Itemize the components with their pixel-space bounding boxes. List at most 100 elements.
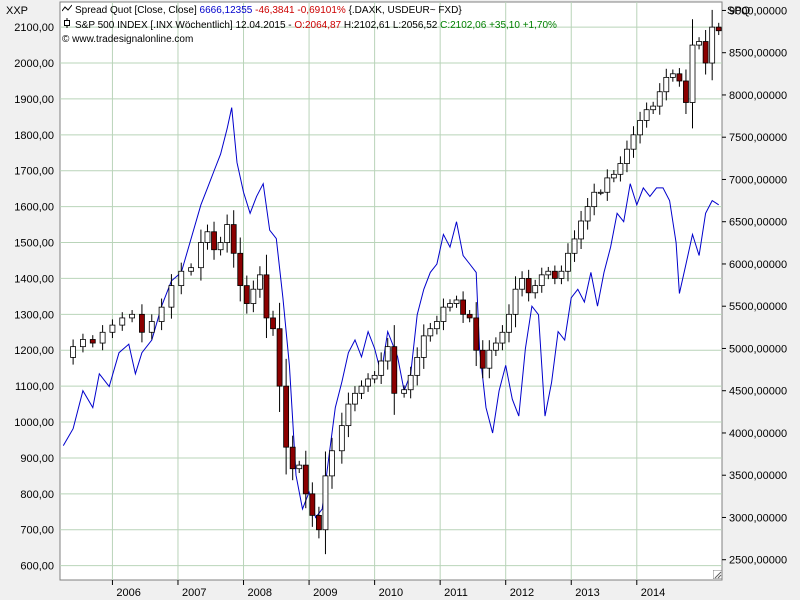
legend-sp500-close: C:2102,06 <box>440 19 487 31</box>
candle-body <box>80 339 86 348</box>
candle-body <box>289 446 296 470</box>
x-tick-label: 2006 <box>116 587 140 599</box>
candle-body <box>188 267 194 272</box>
x-tick-label: 2011 <box>444 587 468 599</box>
legend-spread-row[interactable]: Spread Quot [Close, Close] 6666,12355 -4… <box>61 4 557 18</box>
right-axis-label: SPQ <box>727 5 751 17</box>
candle-body <box>263 274 270 319</box>
legend-sp500-change: +35,10 <box>489 19 520 31</box>
legend-sp500-high: H:2102,61 <box>343 19 391 31</box>
right-tick-label: 5000,00000 <box>729 343 787 355</box>
candle-body <box>352 392 358 405</box>
candle-body <box>591 191 598 208</box>
legend: Spread Quot [Close, Close] 6666,12355 -4… <box>61 4 557 47</box>
left-tick-label: 1300,00 <box>14 309 54 321</box>
candle-body <box>604 177 611 193</box>
candle-body <box>453 299 460 304</box>
legend-sp500-row[interactable]: S&P 500 INDEX [.INX Wöchentlich] 12.04.2… <box>62 18 557 33</box>
candle-body <box>433 321 440 330</box>
candle-body <box>296 464 303 470</box>
candle-body <box>384 346 391 362</box>
right-tick-label: 8500,00000 <box>729 48 787 60</box>
left-tick-label: 1000,00 <box>14 417 54 429</box>
left-tick-label: 1600,00 <box>14 202 54 214</box>
candle-body <box>119 317 126 326</box>
x-tick-label: 2013 <box>575 587 599 599</box>
legend-copyright-row: © www.tradesignalonline.com <box>62 33 557 47</box>
candle-body <box>139 313 145 333</box>
x-tick-label: 2007 <box>182 587 206 599</box>
spread-series-line <box>62 107 719 519</box>
legend-sp500-low: L:2056,52 <box>392 19 438 31</box>
candle-body <box>532 285 539 294</box>
left-tick-label: 1700,00 <box>14 166 54 178</box>
candle-body <box>689 44 696 103</box>
legend-spread-change: -46,3841 <box>255 5 295 16</box>
candle-body <box>338 425 345 452</box>
left-tick-label: 1400,00 <box>14 273 54 285</box>
candle-body <box>499 331 506 344</box>
candle-body <box>224 224 231 243</box>
legend-spread-formula: {.DAXK, USDEUR~ FXD} <box>348 5 462 16</box>
candle-body <box>617 163 624 175</box>
candle-body <box>512 288 519 315</box>
candle-body <box>683 80 689 103</box>
legend-spread-name: Spread Quot [Close, Close] <box>75 5 197 16</box>
right-tick-label: 4000,00000 <box>729 428 787 440</box>
candle-body <box>610 173 617 179</box>
candle-body <box>309 493 316 516</box>
candle-body <box>230 224 237 254</box>
candle-body <box>538 274 545 287</box>
candle-body <box>99 331 106 344</box>
candle-body <box>270 317 276 330</box>
candle-body <box>204 231 211 243</box>
line-chart-icon <box>61 4 73 18</box>
x-tick-label: 2009 <box>313 587 337 599</box>
left-tick-label: 700,00 <box>20 525 54 537</box>
candle-body <box>709 26 716 64</box>
candle-body <box>302 464 309 495</box>
legend-sp500-change-pct: +1,70% <box>522 19 557 31</box>
candle-body <box>551 270 558 279</box>
legend-sp500-name: S&P 500 INDEX [.INX Wöchentlich] <box>75 19 233 31</box>
candle-body <box>217 242 224 251</box>
candle-body <box>129 313 135 319</box>
candle-body <box>322 475 329 531</box>
candle-body <box>466 313 473 319</box>
candle-body <box>715 26 722 32</box>
candle-body <box>676 73 683 82</box>
x-tick-label: 2014 <box>641 587 665 599</box>
candle-body <box>70 346 77 358</box>
candle-body <box>669 73 676 78</box>
candle-body <box>565 252 571 272</box>
candle-body <box>447 303 453 308</box>
right-tick-label: 3000,00000 <box>729 512 787 524</box>
spread-series <box>62 107 719 519</box>
candle-body <box>584 206 591 222</box>
left-tick-label: 1900,00 <box>14 94 54 106</box>
candle-body <box>630 134 637 150</box>
candlestick-icon <box>62 18 72 33</box>
candle-body <box>414 357 421 376</box>
right-tick-label: 7000,00000 <box>729 174 787 186</box>
candle-body <box>558 270 565 279</box>
x-tick-label: 2008 <box>248 587 272 599</box>
left-axis-label: XXP <box>6 5 29 17</box>
candle-body <box>257 274 263 290</box>
candle-body <box>211 231 217 251</box>
candle-body <box>89 339 96 344</box>
x-tick-label: 2012 <box>510 587 534 599</box>
candle-body <box>637 120 643 136</box>
candle-body <box>492 342 499 351</box>
candle-body <box>519 278 525 290</box>
candle-body <box>571 238 578 254</box>
left-tick-label: 2000,00 <box>14 58 54 70</box>
candle-body <box>663 76 670 93</box>
candle-body <box>250 288 257 304</box>
resize-grip-icon[interactable] <box>712 569 723 580</box>
candle-body <box>378 360 385 376</box>
right-tick-label: 4500,00000 <box>729 386 787 398</box>
candle-body <box>506 313 512 333</box>
